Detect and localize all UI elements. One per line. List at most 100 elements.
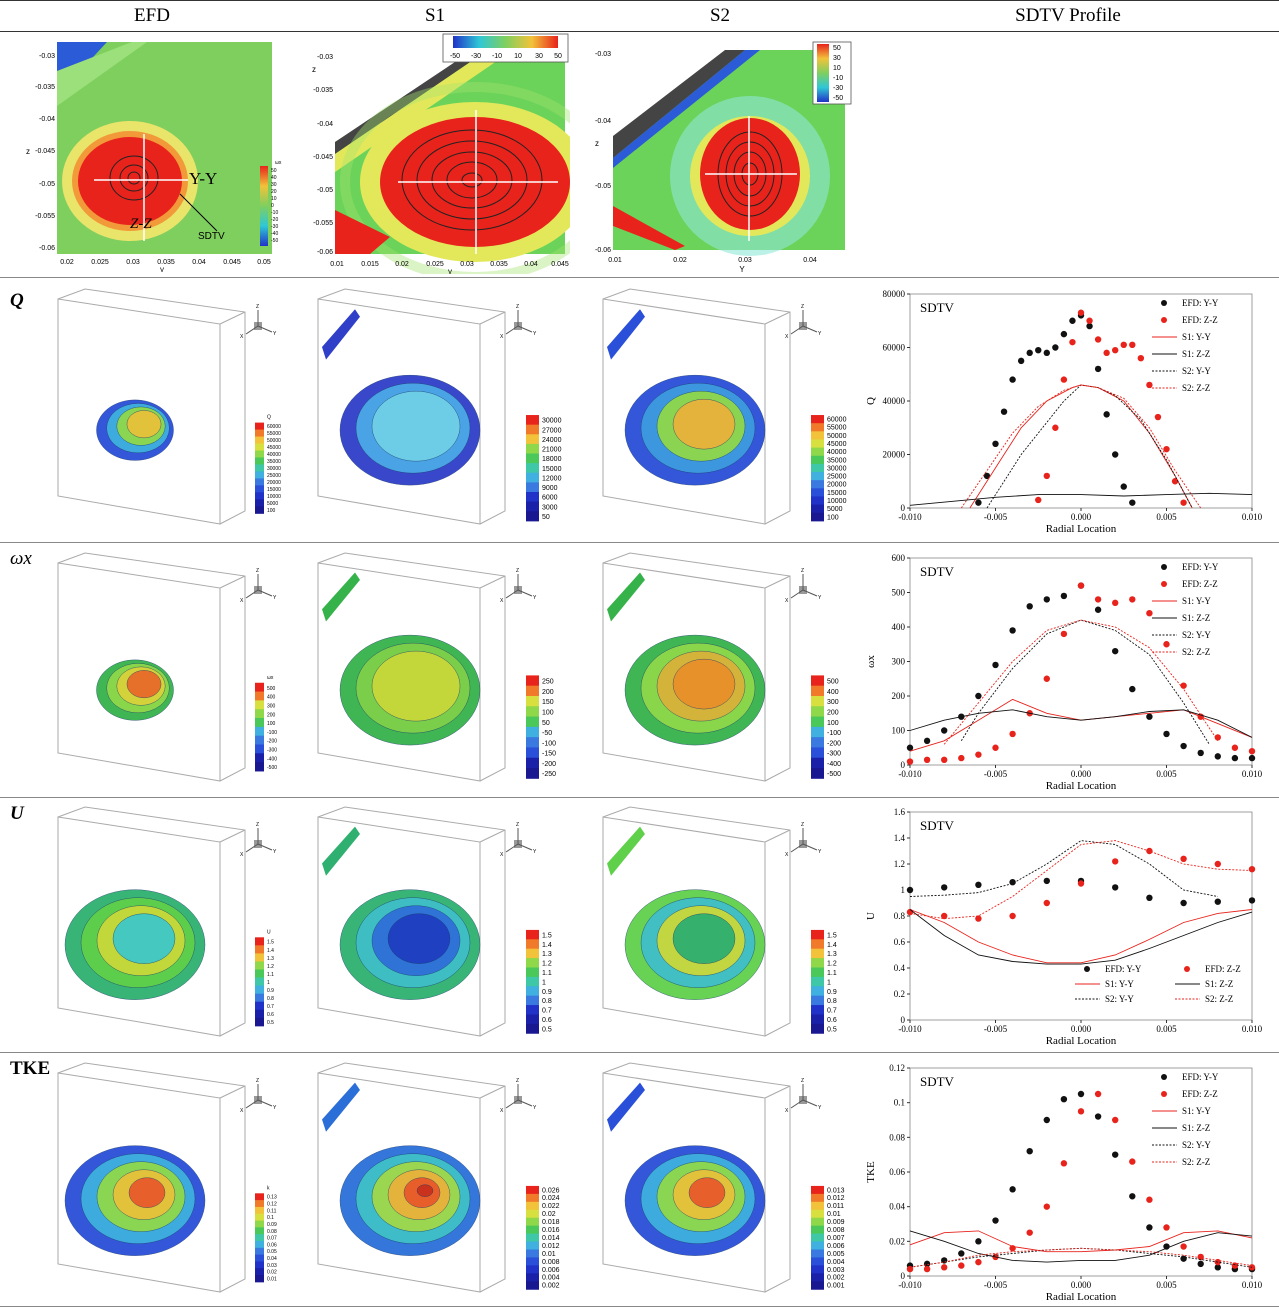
svg-text:X: X bbox=[785, 852, 789, 858]
data-point bbox=[1146, 1224, 1153, 1231]
legend-label: S2: Y-Y bbox=[1182, 366, 1211, 376]
data-point bbox=[958, 1250, 965, 1257]
svg-text:-50: -50 bbox=[271, 238, 278, 244]
y-tick-label: 0.2 bbox=[894, 989, 905, 999]
legend-title: ωx bbox=[275, 160, 282, 166]
colorbar-label: 0.6 bbox=[542, 1017, 552, 1024]
data-point bbox=[1248, 897, 1256, 904]
colorbar-label: 0.01 bbox=[267, 1276, 277, 1282]
y-tick-label: 0 bbox=[901, 503, 906, 513]
colorbar-label: 0.014 bbox=[542, 1235, 560, 1242]
data-point bbox=[1137, 355, 1145, 362]
colorbar-label: 0.13 bbox=[267, 1195, 277, 1201]
bounding-box bbox=[602, 288, 791, 525]
svg-text:Z: Z bbox=[256, 822, 259, 828]
legend-label: EFD: Z-Z bbox=[1182, 1089, 1218, 1099]
header-s1: S1 bbox=[424, 5, 446, 26]
colorbar-label: 1 bbox=[267, 980, 270, 986]
data-point bbox=[1112, 858, 1119, 865]
series-line bbox=[986, 384, 1193, 509]
data-point bbox=[941, 1264, 948, 1271]
iso-surface bbox=[322, 572, 481, 746]
colorbar: 1.5 1.4 1.3 1.2 1.1 1 0.9 0.8 0.7 0.6 0.5 bbox=[811, 929, 837, 1034]
y-tick-label: 0 bbox=[901, 1271, 906, 1281]
colorbar-label: 1.2 bbox=[542, 961, 552, 968]
y-tick-label: 400 bbox=[892, 622, 906, 632]
x-tick-label: -0.010 bbox=[898, 769, 922, 779]
svg-text:-0.055: -0.055 bbox=[313, 220, 333, 227]
series-line bbox=[909, 698, 1253, 752]
svg-text:X: X bbox=[240, 852, 244, 858]
iso-panel-tke-efd: Z Y X 0.13 0.12 0.11 0.1 0.09 0.08 0.07 0.06 0.05 0.… bbox=[40, 1058, 310, 1304]
colorbar-label: 100 bbox=[267, 721, 276, 727]
iso-surface bbox=[607, 826, 766, 1000]
legend-marker bbox=[1161, 300, 1167, 306]
y-tick-label: 0 bbox=[901, 760, 906, 770]
data-point bbox=[1112, 451, 1119, 458]
colorbar-label: 30000 bbox=[542, 418, 562, 425]
series-line bbox=[909, 840, 1253, 920]
colorbar-label: 45000 bbox=[267, 445, 281, 451]
legend-label: S2: Y-Y bbox=[1182, 1140, 1211, 1150]
data-point bbox=[906, 886, 914, 894]
data-point bbox=[1035, 496, 1042, 504]
svg-text:-0.06: -0.06 bbox=[595, 247, 611, 254]
iso-panel-tke-s2: Z Y X 0.013 0.012 0.011 0.01 0.009 0.008 0.007 0.0… bbox=[585, 1058, 855, 1304]
svg-text:50: 50 bbox=[271, 168, 277, 174]
row-label-tke: TKE bbox=[10, 1058, 51, 1079]
data-point bbox=[1146, 610, 1153, 617]
data-point bbox=[906, 744, 914, 751]
data-point bbox=[1171, 478, 1179, 485]
contour-efd: Y-Y Z-Z SDTV -0.03 -0.035 -0.04 -0.045 -… bbox=[12, 36, 282, 272]
y-tick-label: 0.4 bbox=[894, 963, 906, 973]
colorbar-label: 0.018 bbox=[542, 1219, 560, 1226]
legend-label: S2: Z-Z bbox=[1205, 994, 1233, 1004]
data-point bbox=[1129, 499, 1136, 506]
colorbar-label: 40000 bbox=[827, 449, 847, 456]
svg-text:-30: -30 bbox=[471, 53, 481, 60]
x-tick-label: 0.000 bbox=[1071, 512, 1092, 522]
axis-triad-icon: Z Y X bbox=[785, 822, 822, 858]
legend-marker bbox=[1161, 1074, 1167, 1080]
data-point bbox=[1043, 877, 1050, 885]
colorbar-label: -250 bbox=[542, 771, 556, 778]
svg-text:Z: Z bbox=[516, 1078, 519, 1084]
data-point bbox=[1077, 582, 1085, 589]
axis-triad-icon: Z Y X bbox=[785, 568, 822, 604]
data-point bbox=[1231, 744, 1239, 751]
colorbar-label: 1 bbox=[827, 979, 831, 986]
colorbar-label: 35000 bbox=[827, 457, 847, 464]
colorbar-label: 10000 bbox=[827, 498, 847, 505]
svg-text:Z: Z bbox=[801, 822, 804, 828]
colorbar-label: 0.011 bbox=[827, 1203, 844, 1210]
colorbar-label: 15000 bbox=[542, 466, 562, 473]
svg-text:Y: Y bbox=[273, 331, 277, 337]
colorbar-label: 1.4 bbox=[827, 942, 837, 949]
colorbar-label: 0.7 bbox=[827, 1008, 837, 1015]
colorbar: 1.5 1.4 1.3 1.2 1.1 1 0.9 0.8 0.7 0.6 0.5 U bbox=[255, 929, 274, 1027]
svg-text:0.05: 0.05 bbox=[257, 259, 271, 266]
data-point bbox=[958, 1262, 965, 1269]
svg-text:0.035: 0.035 bbox=[490, 261, 508, 268]
bounding-box bbox=[317, 806, 506, 1037]
axis-triad-icon: Z Y X bbox=[240, 822, 277, 858]
legend: EFD: Y-Y EFD: Z-Z S1: Y-Y S1: Z-Z S2: Y-Y S2:… bbox=[1152, 1072, 1219, 1167]
axis-triad-icon: Z Y X bbox=[785, 304, 822, 340]
colorbar-label: 0.7 bbox=[267, 1004, 274, 1010]
data-point bbox=[1163, 1243, 1170, 1250]
data-point bbox=[1231, 1262, 1239, 1269]
svg-text:-0.035: -0.035 bbox=[313, 87, 333, 94]
svg-text:-40: -40 bbox=[271, 231, 278, 237]
x-tick-label: 0.010 bbox=[1242, 1024, 1263, 1034]
y-tick-label: 0.06 bbox=[889, 1167, 905, 1177]
data-point bbox=[975, 1258, 982, 1266]
svg-text:-10: -10 bbox=[833, 75, 843, 82]
colorbar-label: 0.002 bbox=[542, 1283, 560, 1290]
colorbar-label: 400 bbox=[267, 695, 276, 701]
y-axis-label: z bbox=[312, 65, 316, 74]
colorbar-label: 55000 bbox=[267, 431, 281, 437]
svg-text:0.045: 0.045 bbox=[551, 261, 569, 268]
data-point bbox=[1017, 357, 1025, 365]
data-point bbox=[1163, 730, 1170, 738]
colorbar-label: 1.1 bbox=[267, 972, 274, 978]
